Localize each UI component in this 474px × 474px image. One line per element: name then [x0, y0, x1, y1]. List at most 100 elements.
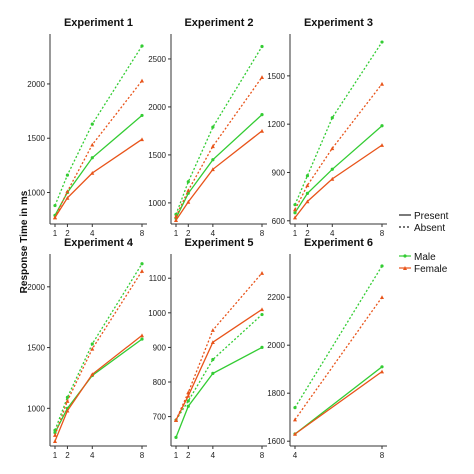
- data-point-female-absent: [90, 142, 95, 147]
- data-point-female-absent: [293, 417, 297, 422]
- data-point-male-absent: [211, 357, 215, 362]
- panel-3: Experiment 3 600 900 1200 1500 1 2 4 8: [267, 17, 387, 238]
- data-point-female-present: [186, 393, 191, 398]
- data-point-female-present: [380, 369, 384, 374]
- data-point-female-present: [90, 372, 95, 377]
- data-point-female-present: [140, 333, 144, 338]
- data-point-female-absent: [293, 207, 297, 212]
- x-tick-label: 1: [174, 229, 179, 238]
- x-tick-label: 1: [293, 229, 298, 238]
- x-tick-label: 8: [260, 451, 265, 460]
- x-tick-label: 8: [140, 229, 145, 238]
- data-point-female-absent: [330, 146, 335, 151]
- y-tick-label: 700: [153, 413, 167, 422]
- data-point-female-present: [260, 307, 264, 312]
- x-tick-label: 4: [211, 451, 216, 460]
- series-line-female-absent: [294, 83, 383, 210]
- data-point-male-present: [260, 345, 264, 350]
- data-point-male-present: [211, 371, 215, 375]
- y-tick-label: 1800: [267, 389, 285, 398]
- data-point-male-present: [186, 404, 190, 408]
- series-line-male-present: [175, 114, 263, 219]
- data-point-male-absent: [380, 264, 384, 268]
- data-point-female-absent: [174, 214, 178, 219]
- y-tick-label: 2000: [148, 103, 166, 112]
- data-point-female-absent: [380, 295, 384, 299]
- y-tick-label: 1500: [267, 72, 285, 81]
- y-tick-label: 800: [153, 378, 167, 387]
- series-line-female-present: [294, 371, 383, 435]
- data-point-female-present: [293, 215, 297, 220]
- x-tick-label: 4: [330, 229, 335, 238]
- x-tick-label: 8: [380, 229, 385, 238]
- data-point-male-absent: [186, 399, 190, 403]
- y-tick-label: 1600: [267, 437, 285, 446]
- data-point-female-absent: [186, 188, 191, 193]
- x-tick-label: 1: [53, 451, 58, 460]
- data-point-male-present: [211, 158, 215, 162]
- legend-label-female: Female: [414, 264, 448, 275]
- panel-4: Experiment 4 1000 1500 2000 1 2 4 8: [27, 237, 147, 460]
- series-line-female-present: [54, 334, 143, 442]
- series-line-male-absent: [175, 314, 263, 421]
- data-point-female-present: [65, 195, 70, 200]
- series-line-female-present: [54, 138, 143, 218]
- y-tick-label: 2000: [267, 341, 285, 350]
- data-point-male-absent: [260, 44, 264, 49]
- legend-item-absent: Absent: [399, 223, 445, 234]
- y-tick-label: 900: [153, 343, 167, 352]
- data-point-female-present: [210, 167, 215, 172]
- data-point-male-absent: [65, 395, 70, 399]
- data-point-male-present: [260, 113, 264, 117]
- data-point-female-absent: [186, 390, 191, 395]
- data-point-male-absent: [186, 180, 190, 184]
- panel-title: Experiment 4: [64, 237, 134, 249]
- series-line-male-present: [175, 346, 263, 438]
- series-line-male-present: [294, 125, 383, 214]
- legend-label-present: Present: [414, 211, 449, 222]
- panel-5: Experiment 5 700 800 900 1000 1100 1 2 4 8: [148, 237, 267, 460]
- x-tick-label: 2: [305, 229, 310, 238]
- data-point-female-present: [174, 218, 178, 222]
- series-line-male-absent: [54, 263, 143, 431]
- data-point-female-present: [53, 439, 57, 443]
- legend-item-female: Female: [399, 264, 448, 275]
- data-point-female-present: [90, 170, 95, 175]
- y-tick-label: 2000: [27, 80, 45, 89]
- data-point-female-present: [140, 137, 144, 142]
- data-point-female-absent: [305, 183, 310, 188]
- series-line-male-absent: [54, 45, 143, 206]
- data-point-male-absent: [140, 262, 144, 266]
- data-point-female-absent: [260, 271, 264, 275]
- legend: Present Absent Male Female: [399, 211, 449, 275]
- data-point-female-present: [210, 340, 215, 345]
- y-tick-label: 1500: [27, 134, 45, 143]
- data-point-female-absent: [140, 78, 144, 83]
- y-tick-label: 2500: [148, 55, 166, 64]
- x-tick-label: 4: [90, 229, 95, 238]
- x-tick-label: 8: [260, 229, 265, 238]
- series-line-male-absent: [294, 265, 383, 408]
- y-tick-label: 1000: [27, 404, 45, 413]
- legend-item-male: Male: [399, 252, 436, 263]
- x-tick-label: 2: [65, 451, 70, 460]
- x-tick-label: 2: [65, 229, 70, 238]
- data-point-female-absent: [380, 81, 384, 86]
- x-tick-label: 4: [293, 451, 298, 460]
- panel-6: Experiment 6 1600 1800 2000 2200 4 8: [267, 237, 387, 460]
- y-axis-label: Response Time in ms: [19, 190, 30, 293]
- x-tick-label: 8: [140, 451, 145, 460]
- panel-title: Experiment 6: [304, 237, 373, 249]
- data-point-female-absent: [53, 433, 57, 437]
- panel-1: Experiment 1 1000 1500 2000 1 2 4 8: [27, 17, 147, 238]
- data-point-male-present: [186, 191, 190, 195]
- x-tick-label: 1: [174, 451, 179, 460]
- data-point-female-absent: [210, 144, 215, 149]
- data-point-female-absent: [140, 269, 144, 273]
- data-point-male-absent: [90, 342, 94, 346]
- series-line-male-absent: [175, 46, 263, 215]
- data-point-female-present: [380, 143, 384, 147]
- panel-title: Experiment 1: [64, 17, 133, 29]
- y-tick-label: 900: [272, 168, 286, 177]
